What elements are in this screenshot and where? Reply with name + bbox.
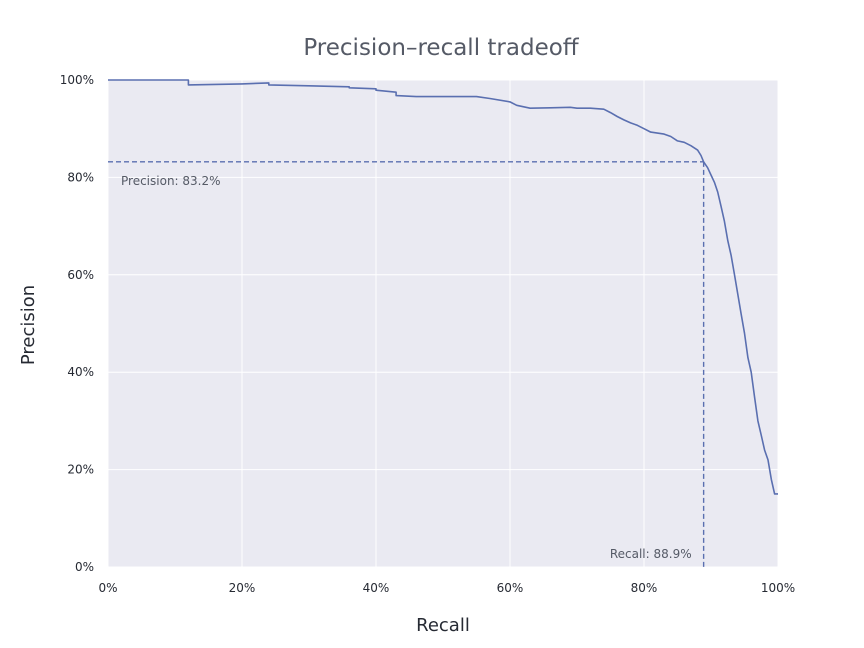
y-tick-label: 0%: [75, 560, 94, 574]
x-tick-label: 80%: [631, 581, 658, 595]
pr-curve-line: [108, 79, 778, 495]
x-tick-label: 40%: [363, 581, 390, 595]
reference-lines: [108, 161, 705, 567]
precision-annotation: Precision: 83.2%: [121, 174, 221, 188]
y-axis-label: Precision: [18, 285, 39, 365]
x-tick-labels: 0% 20% 40% 60% 80% 100%: [98, 581, 795, 595]
x-tick-label: 60%: [497, 581, 524, 595]
x-tick-label: 0%: [98, 581, 117, 595]
y-tick-label: 60%: [67, 268, 94, 282]
y-tick-label: 100%: [60, 73, 94, 87]
x-tick-label: 100%: [761, 581, 795, 595]
x-axis-label: Recall: [416, 615, 470, 636]
chart-title: Precision–recall tradeoff: [303, 35, 579, 61]
y-tick-label: 80%: [67, 170, 94, 184]
plot-background: [108, 80, 778, 567]
y-tick-label: 20%: [67, 463, 94, 477]
y-tick-labels: 0% 20% 40% 60% 80% 100%: [60, 73, 94, 574]
x-tick-label: 20%: [229, 581, 256, 595]
recall-annotation: Recall: 88.9%: [610, 547, 692, 561]
y-tick-label: 40%: [67, 365, 94, 379]
